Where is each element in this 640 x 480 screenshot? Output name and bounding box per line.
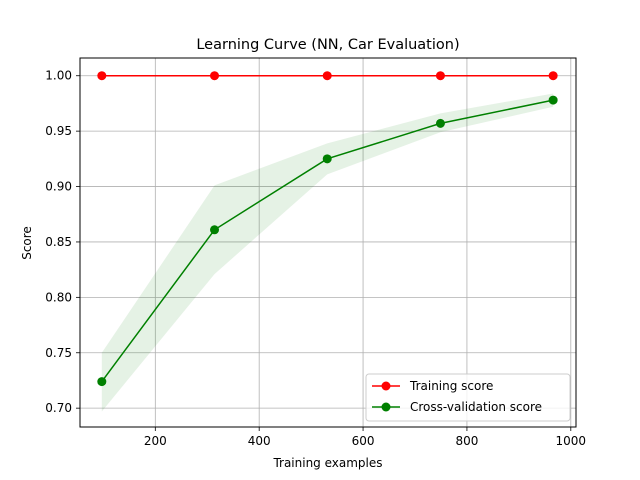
- data-point: [322, 71, 332, 81]
- data-point: [322, 154, 332, 164]
- data-point: [548, 71, 558, 81]
- data-point: [435, 118, 445, 128]
- legend-marker: [381, 381, 391, 391]
- x-tick-label: 600: [352, 434, 375, 448]
- chart-title: Learning Curve (NN, Car Evaluation): [196, 37, 459, 53]
- y-tick-label: 1.00: [45, 69, 72, 83]
- data-point: [97, 71, 107, 81]
- data-point: [435, 71, 445, 81]
- x-axis-ticks: 200 400 600 800 1000: [144, 427, 586, 448]
- y-axis-label: Score: [20, 226, 34, 260]
- series-line: [101, 99, 554, 383]
- legend-box: [365, 373, 571, 422]
- data-point: [210, 225, 220, 235]
- legend-label: Cross-validation score: [410, 400, 542, 414]
- series-points: [97, 71, 558, 387]
- x-tick-label: 800: [455, 434, 478, 448]
- y-tick-label: 0.85: [45, 235, 72, 249]
- legend-marker: [381, 402, 391, 412]
- y-tick-label: 0.75: [45, 346, 72, 360]
- y-tick-label: 0.70: [45, 401, 72, 415]
- confidence-band: [101, 93, 554, 412]
- legend-label: Training score: [409, 379, 493, 393]
- data-point: [97, 377, 107, 387]
- y-axis-ticks: 0.70 0.75 0.80 0.85 0.90 0.95 1.00: [45, 69, 80, 415]
- y-tick-label: 0.80: [45, 290, 72, 304]
- confidence-bands: [101, 93, 554, 412]
- y-tick-label: 0.95: [45, 124, 72, 138]
- y-tick-label: 0.90: [45, 180, 72, 194]
- data-point: [548, 95, 558, 105]
- data-point: [210, 71, 220, 81]
- x-axis-label: Training examples: [272, 456, 382, 470]
- x-tick-label: 1000: [556, 434, 587, 448]
- plot-area-frame: [79, 57, 577, 428]
- x-tick-label: 200: [144, 434, 167, 448]
- legend: Training score Cross-validation score: [365, 373, 571, 422]
- x-tick-label: 400: [248, 434, 271, 448]
